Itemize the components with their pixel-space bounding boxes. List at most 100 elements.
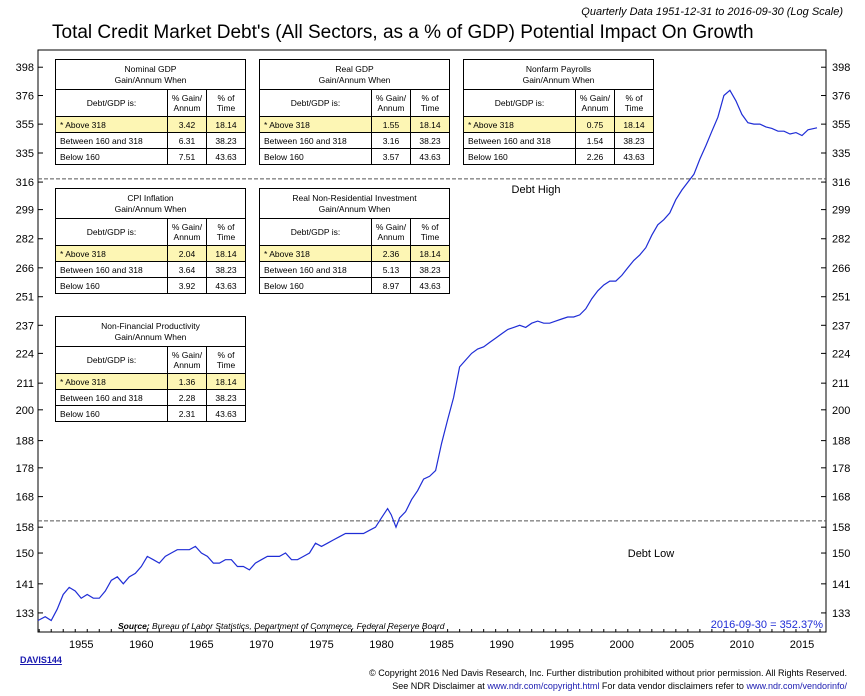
y-tick-label-left: 251 — [16, 292, 34, 304]
y-tick-label-left: 224 — [16, 348, 34, 360]
y-tick-label-right: 335 — [832, 148, 850, 160]
x-tick-label: 2015 — [790, 639, 814, 651]
y-tick-label-left: 211 — [16, 378, 34, 390]
y-tick-label-right: 376 — [832, 91, 850, 103]
x-tick-label: 1975 — [309, 639, 333, 651]
stats-table-real-non-residential-investment: Real Non-Residential Investment Gain/Annu… — [259, 188, 450, 294]
table-row: Between 160 and 318 3.16 38.23 — [260, 132, 449, 149]
y-tick-label-right: 158 — [832, 522, 850, 534]
chart-title: Total Credit Market Debt's (All Sectors,… — [52, 22, 754, 43]
x-tick-label: 1985 — [429, 639, 453, 651]
stats-table-non-financial-productivity: Non-Financial Productivity Gain/Annum Whe… — [55, 316, 246, 422]
reference-line-label: Debt Low — [628, 548, 675, 560]
col-header-gain: % Gain/Annum — [575, 89, 615, 117]
table-row: * Above 318 1.36 18.14 — [56, 373, 245, 390]
table-row: * Above 318 2.36 18.14 — [260, 245, 449, 262]
x-tick-label: 1960 — [129, 639, 153, 651]
table-subtitle: Gain/Annum When — [522, 75, 595, 85]
y-tick-label-left: 266 — [16, 263, 34, 275]
table-row: Below 160 2.31 43.63 — [56, 405, 245, 421]
x-tick-label: 2000 — [610, 639, 634, 651]
x-tick-label: 1965 — [189, 639, 213, 651]
col-header-debt-gdp: Debt/GDP is: — [56, 218, 168, 246]
y-tick-label-right: 168 — [832, 492, 850, 504]
y-tick-label-right: 398 — [832, 62, 850, 74]
table-row: Between 160 and 318 1.54 38.23 — [464, 132, 653, 149]
table-title: Nominal GDP — [124, 64, 177, 74]
table-row: * Above 318 1.55 18.14 — [260, 116, 449, 133]
table-title: Real GDP — [335, 64, 374, 74]
table-row: * Above 318 0.75 18.14 — [464, 116, 653, 133]
source-note: Source: Bureau of Labor Statistics, Depa… — [118, 621, 445, 631]
table-title: Non-Financial Productivity — [101, 321, 200, 331]
table-subtitle: Gain/Annum When — [114, 204, 187, 214]
x-tick-label: 1995 — [549, 639, 573, 651]
table-row: Below 160 3.57 43.63 — [260, 148, 449, 164]
col-header-time: % of Time — [614, 89, 653, 117]
y-tick-label-left: 316 — [16, 177, 34, 189]
y-tick-label-right: 316 — [832, 177, 850, 189]
y-tick-label-left: 188 — [16, 436, 34, 448]
y-tick-label-left: 141 — [16, 579, 34, 591]
chart-subtitle: Quarterly Data 1951-12-31 to 2016-09-30 … — [581, 6, 843, 18]
y-tick-label-right: 188 — [832, 436, 850, 448]
col-header-time: % of Time — [206, 89, 245, 117]
col-header-debt-gdp: Debt/GDP is: — [464, 89, 576, 117]
y-tick-label-right: 282 — [832, 234, 850, 246]
y-tick-label-right: 150 — [832, 548, 850, 560]
disclaimer-line: See NDR Disclaimer at www.ndr.com/copyri… — [392, 681, 847, 691]
x-tick-label: 1990 — [489, 639, 513, 651]
y-tick-label-right: 211 — [832, 378, 850, 390]
x-tick-label: 1980 — [369, 639, 393, 651]
table-row: Below 160 8.97 43.63 — [260, 277, 449, 293]
x-tick-label: 1970 — [249, 639, 273, 651]
y-tick-label-right: 251 — [832, 292, 850, 304]
reference-line-label: Debt High — [512, 184, 561, 196]
y-tick-label-right: 355 — [832, 119, 850, 131]
col-header-gain: % Gain/Annum — [167, 346, 207, 374]
y-tick-label-left: 178 — [16, 463, 34, 475]
table-title: CPI Inflation — [127, 193, 174, 203]
stats-table-real-gdp: Real GDP Gain/Annum When Debt/GDP is:% Ga… — [259, 59, 450, 165]
y-tick-label-right: 178 — [832, 463, 850, 475]
y-tick-label-right: 224 — [832, 348, 850, 360]
col-header-gain: % Gain/Annum — [371, 218, 411, 246]
table-row: Between 160 and 318 3.64 38.23 — [56, 261, 245, 278]
table-row: Below 160 7.51 43.63 — [56, 148, 245, 164]
col-header-time: % of Time — [410, 218, 449, 246]
y-tick-label-right: 141 — [832, 579, 850, 591]
chart-code-link[interactable]: DAVIS144 — [20, 655, 62, 665]
y-tick-label-left: 168 — [16, 492, 34, 504]
table-row: Below 160 2.26 43.63 — [464, 148, 653, 164]
y-tick-label-left: 133 — [16, 608, 34, 620]
table-row: * Above 318 2.04 18.14 — [56, 245, 245, 262]
y-tick-label-left: 150 — [16, 548, 34, 560]
y-tick-label-left: 335 — [16, 148, 34, 160]
col-header-gain: % Gain/Annum — [167, 89, 207, 117]
y-tick-label-left: 398 — [16, 62, 34, 74]
y-tick-label-right: 266 — [832, 263, 850, 275]
table-title: Real Non-Residential Investment — [292, 193, 417, 203]
table-row: Between 160 and 318 6.31 38.23 — [56, 132, 245, 149]
vendor-disclaimer-link[interactable]: www.ndr.com/vendorinfo/ — [746, 681, 847, 691]
table-row: Between 160 and 318 2.28 38.23 — [56, 389, 245, 406]
table-subtitle: Gain/Annum When — [114, 75, 187, 85]
x-tick-label: 1955 — [69, 639, 93, 651]
stats-table-nonfarm-payrolls: Nonfarm Payrolls Gain/Annum When Debt/GDP… — [463, 59, 654, 165]
disclaimer-link[interactable]: www.ndr.com/copyright.html — [487, 681, 600, 691]
col-header-gain: % Gain/Annum — [371, 89, 411, 117]
col-header-time: % of Time — [206, 218, 245, 246]
col-header-debt-gdp: Debt/GDP is: — [56, 89, 168, 117]
y-tick-label-left: 237 — [16, 320, 34, 332]
col-header-debt-gdp: Debt/GDP is: — [260, 218, 372, 246]
table-row: * Above 318 3.42 18.14 — [56, 116, 245, 133]
col-header-debt-gdp: Debt/GDP is: — [260, 89, 372, 117]
y-tick-label-left: 299 — [16, 205, 34, 217]
plot-frame — [37, 49, 827, 633]
y-tick-label-left: 355 — [16, 119, 34, 131]
table-row: Between 160 and 318 5.13 38.23 — [260, 261, 449, 278]
debt-gdp-line — [37, 89, 818, 622]
col-header-time: % of Time — [410, 89, 449, 117]
x-tick-label: 2005 — [670, 639, 694, 651]
